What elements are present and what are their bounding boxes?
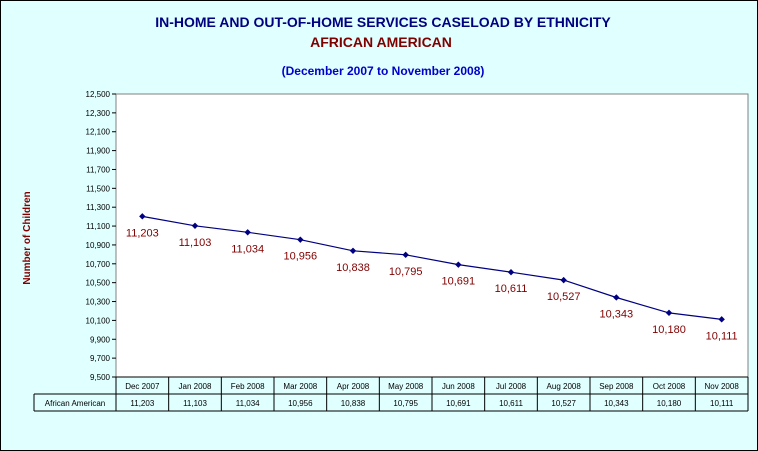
x-tick-label: Oct 2008 <box>653 382 686 391</box>
y-tick-label: 11,100 <box>86 222 110 231</box>
data-label: 10,180 <box>652 324 686 336</box>
data-point-marker <box>560 276 567 284</box>
data-point-marker <box>139 213 146 220</box>
data-point-marker <box>507 268 515 276</box>
table-cell: 11,034 <box>236 399 260 408</box>
y-axis: 9,500 9,700 9,900 10,100 10,300 10,500 10,700 1… <box>86 90 116 382</box>
data-label: 10,343 <box>600 308 634 320</box>
plot-area <box>115 93 749 378</box>
data-point-marker <box>191 222 199 229</box>
table-cell: 10,343 <box>604 399 629 408</box>
x-tick-label: Jul 2008 <box>496 382 527 391</box>
y-tick-label: 9,500 <box>90 373 111 382</box>
table-cell: 11,103 <box>183 399 207 408</box>
x-tick-label: Jun 2008 <box>442 382 475 391</box>
series-line <box>142 215 722 320</box>
y-tick-label: 10,900 <box>86 241 111 250</box>
x-tick-label: Dec 2007 <box>125 382 160 391</box>
data-point-marker <box>349 247 357 254</box>
data-point-marker <box>455 261 462 268</box>
table-cell: 11,203 <box>130 399 154 408</box>
data-point-marker <box>665 309 673 317</box>
y-tick-label: 12,300 <box>86 109 111 118</box>
x-tick-label: Aug 2008 <box>547 382 582 391</box>
table-cell: 10,691 <box>446 399 471 408</box>
data-table: Dec 2007 Jan 2008 Feb 2008 Mar 2008 Apr 2008… <box>33 376 749 412</box>
y-tick-label: 11,300 <box>86 203 110 212</box>
y-tick-label: 10,100 <box>86 316 111 325</box>
table-cell: 10,611 <box>499 399 523 408</box>
data-label: 11,103 <box>179 237 212 249</box>
table-cell: 10,111 <box>710 399 734 408</box>
y-tick-label: 11,900 <box>86 147 110 156</box>
chart-period: (December 2007 to November 2008) <box>282 64 485 78</box>
data-point-marker <box>244 229 251 236</box>
y-tick-label: 10,500 <box>86 279 111 288</box>
x-tick-label: Nov 2008 <box>705 382 740 391</box>
x-tick-label: Jan 2008 <box>179 382 212 391</box>
y-tick-label: 10,700 <box>86 260 111 269</box>
x-tick-label: Feb 2008 <box>231 382 265 391</box>
table-cell: 10,795 <box>393 399 418 408</box>
x-tick-label: Mar 2008 <box>283 382 317 391</box>
y-tick-label: 12,100 <box>86 128 111 137</box>
y-tick-label: 9,700 <box>90 354 111 363</box>
table-cell: 10,956 <box>288 399 313 408</box>
x-tick-label: May 2008 <box>388 382 424 391</box>
table-series-name: African American <box>45 399 105 408</box>
y-tick-label: 11,500 <box>86 184 110 193</box>
table-cell: 10,180 <box>657 399 682 408</box>
data-point-marker <box>297 236 304 243</box>
data-label: 10,956 <box>284 251 318 263</box>
data-label: 11,203 <box>126 227 159 239</box>
chart-subtitle: AFRICAN AMERICAN <box>310 34 452 50</box>
data-label: 10,611 <box>495 283 528 295</box>
table-cell: 10,527 <box>551 399 576 408</box>
data-label: 10,691 <box>442 276 476 288</box>
chart-title: IN-HOME AND OUT-OF-HOME SERVICES CASELOA… <box>155 14 611 30</box>
data-label: 11,034 <box>231 243 264 255</box>
y-axis-label: Number of Children <box>22 191 33 284</box>
data-label: 10,795 <box>389 266 423 278</box>
data-label: 10,111 <box>706 330 738 342</box>
y-tick-label: 12,500 <box>86 90 111 99</box>
series-line-group: 11,203 11,103 11,034 10,956 10,838 10,795 10,6… <box>126 213 738 342</box>
y-tick-label: 10,300 <box>86 298 111 307</box>
data-point-marker <box>718 316 725 323</box>
data-point-marker <box>613 294 620 301</box>
y-tick-label: 9,900 <box>90 335 111 344</box>
data-label: 10,527 <box>547 291 581 303</box>
table-cell: 10,838 <box>341 399 366 408</box>
x-tick-label: Apr 2008 <box>337 382 370 391</box>
data-point-marker <box>402 251 409 259</box>
data-label: 10,838 <box>336 262 370 274</box>
y-tick-label: 11,700 <box>86 165 110 174</box>
x-tick-label: Sep 2008 <box>599 382 634 391</box>
